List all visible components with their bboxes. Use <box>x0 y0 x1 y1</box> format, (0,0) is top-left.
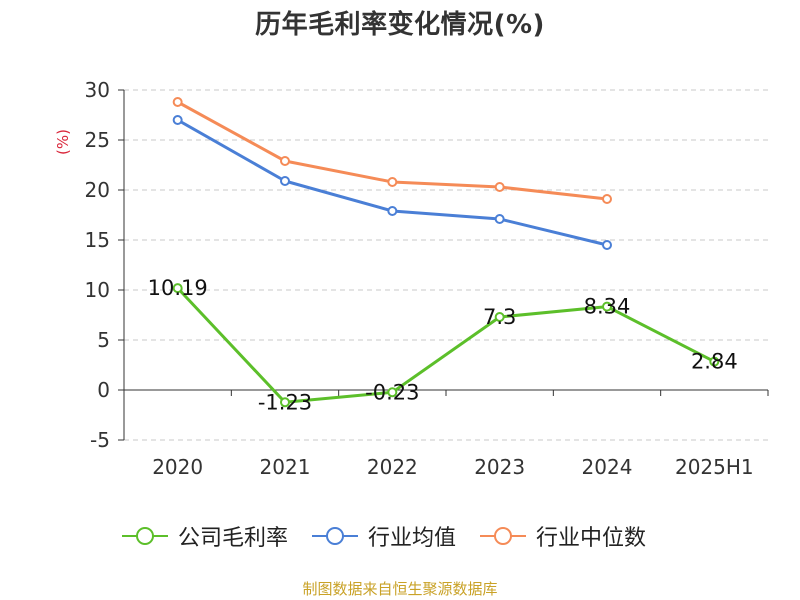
data-point <box>602 240 612 250</box>
series-lines <box>172 97 720 408</box>
data-point <box>172 115 183 125</box>
legend-label: 公司毛利率 <box>178 526 289 551</box>
data-label: -1.23 <box>258 390 312 414</box>
data-point <box>709 356 720 367</box>
data-point <box>280 397 290 408</box>
y-tick-label: 15 <box>85 228 110 252</box>
series-line <box>176 286 716 404</box>
data-label: 2.84 <box>691 350 738 374</box>
data-point <box>387 206 398 216</box>
source-note: 制图数据来自恒生聚源数据库 <box>302 580 498 598</box>
data-point <box>494 312 505 322</box>
data-point <box>602 301 612 312</box>
legend-item[interactable]: 行业均值 <box>310 520 456 552</box>
x-tick-label: 2024 <box>582 455 633 479</box>
y-axis-label: (%) <box>54 129 72 155</box>
x-tick-label: 2023 <box>474 455 525 479</box>
y-tick-label: 0 <box>97 378 110 402</box>
x-tick-label: 2021 <box>260 455 311 479</box>
data-point <box>280 156 290 166</box>
data-label: 8.34 <box>584 295 631 319</box>
y-tick-label: 25 <box>85 128 110 152</box>
grid-lines <box>124 89 768 441</box>
y-tick-label: 30 <box>85 78 110 102</box>
legend-swatch-icon <box>312 527 359 545</box>
legend-item[interactable]: 公司毛利率 <box>120 520 288 552</box>
axes: -5 0 5 10 15 20 25 30 2020 2021 2022 2023 2024 2025H1… <box>54 78 769 479</box>
data-point <box>280 176 290 186</box>
legend-item[interactable]: 行业中位数 <box>478 520 646 552</box>
legend-label: 行业中位数 <box>536 526 647 551</box>
data-point <box>387 177 398 187</box>
data-point <box>172 283 183 294</box>
legend-label: 行业均值 <box>368 526 457 551</box>
legend-swatch-icon <box>480 527 527 545</box>
x-tick-label: 2022 <box>367 455 418 479</box>
data-label: -0.23 <box>365 380 419 404</box>
chart-title: 历年毛利率变化情况(%) <box>255 10 545 40</box>
y-tick-label: 10 <box>85 278 110 302</box>
y-tick-label: 5 <box>97 328 110 352</box>
data-labels: 10.19 -1.23 -0.23 7.3 8.34 2.84 <box>148 276 738 414</box>
data-point <box>602 194 612 204</box>
y-tick-label: -5 <box>90 428 110 452</box>
x-tick-label: 2020 <box>152 455 203 479</box>
data-point <box>494 182 505 192</box>
y-tick-label: 20 <box>85 178 110 202</box>
data-point <box>172 97 183 107</box>
data-point <box>387 387 398 398</box>
data-label: 10.19 <box>148 276 208 300</box>
legend-swatch-icon <box>122 527 168 545</box>
x-tick-label: 2025H1 <box>675 455 754 479</box>
legend: 公司毛利率 行业均值 行业中位数 <box>120 518 668 554</box>
data-label: 7.3 <box>483 305 516 329</box>
data-point <box>494 214 505 224</box>
